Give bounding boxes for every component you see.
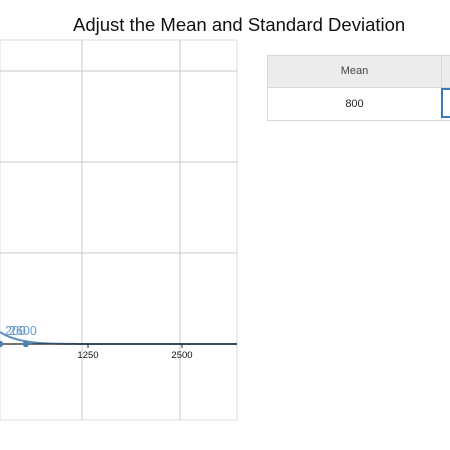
chart-grid (0, 39, 238, 421)
marker-point (0, 340, 4, 348)
mean-value-cell[interactable]: 800 (268, 88, 442, 120)
mean-column-header: Mean (268, 56, 442, 87)
draggable-markers[interactable] (0, 340, 30, 348)
x-axis: 1250 2500 (0, 343, 237, 361)
grid-border (0, 39, 238, 421)
marker-label: 200 (5, 324, 26, 338)
page-title: Adjust the Mean and Standard Deviation (73, 14, 406, 35)
marker-label: 2600 (9, 324, 37, 338)
x-axis-tick-label: 2500 (171, 350, 192, 361)
marker-labels: mean140020002600200 (5, 324, 37, 338)
standard-deviation-input[interactable] (441, 88, 450, 118)
parameters-table-header: Mean (268, 55, 450, 88)
marker-point (22, 340, 30, 348)
x-axis-tick-label: 1250 (77, 350, 98, 361)
parameters-table: Mean 800 (267, 55, 450, 121)
